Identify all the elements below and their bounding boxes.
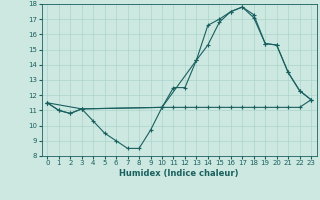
X-axis label: Humidex (Indice chaleur): Humidex (Indice chaleur)	[119, 169, 239, 178]
